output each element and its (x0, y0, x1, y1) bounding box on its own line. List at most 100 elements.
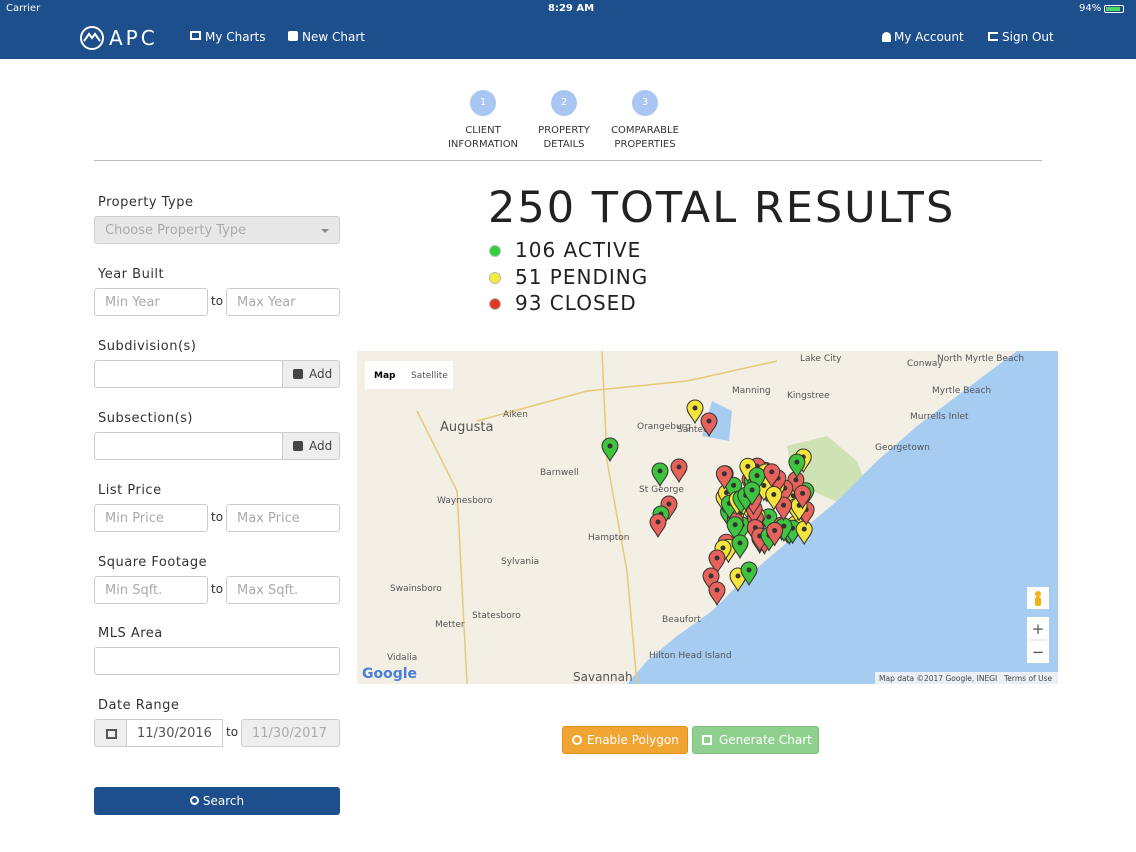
place-label: Sylvania (501, 557, 539, 567)
map-pin[interactable] (740, 561, 758, 587)
pin-dot (735, 573, 741, 579)
pin-dot (771, 492, 777, 498)
map-attribution: Map data ©2017 Google, INEGI (879, 674, 997, 683)
pin-dot (754, 473, 760, 479)
nav-link[interactable]: My Charts (205, 30, 266, 44)
map-pin[interactable] (743, 481, 761, 507)
logo-ring (80, 26, 104, 50)
status-label: 106 ACTIVE (515, 238, 642, 262)
select[interactable]: Choose Property Type (94, 216, 340, 244)
place-label: Georgetown (875, 443, 930, 453)
place-label: Statesboro (472, 611, 521, 621)
search-button[interactable]: Search (94, 787, 340, 815)
map-pin[interactable] (763, 463, 781, 488)
map-pin[interactable] (715, 465, 733, 490)
field-label: Subdivision(s) (98, 339, 197, 354)
pin-dot (657, 468, 663, 474)
pin-dot (781, 523, 787, 529)
add-button[interactable]: Add (282, 432, 340, 460)
time: 8:29 AM (548, 3, 595, 14)
nav-link[interactable]: My Account (894, 30, 964, 44)
pin-dot (655, 519, 661, 525)
pin-dot (721, 471, 727, 477)
pin-dot (692, 405, 698, 411)
step-number[interactable]: 2 (551, 90, 577, 116)
input[interactable]: 11/30/2016 (126, 719, 223, 747)
pin-dot (745, 463, 751, 469)
map-pin[interactable] (601, 437, 619, 463)
pins (601, 399, 815, 607)
navbar: APC My Charts New Chart My Account Sign … (0, 18, 1136, 59)
separator: to (226, 725, 239, 739)
action-button[interactable]: Generate Chart (692, 726, 819, 754)
status-dot (489, 245, 501, 257)
input[interactable]: 11/30/2017 (241, 719, 340, 747)
button-icon (702, 735, 712, 745)
step-number[interactable]: 1 (470, 90, 496, 116)
action-button[interactable]: Enable Polygon (562, 726, 688, 754)
map-pin[interactable] (649, 513, 667, 539)
pin-dot (676, 464, 682, 470)
place-label: North Myrtle Beach (937, 354, 1024, 364)
map-pin[interactable] (686, 399, 704, 425)
zoom-in[interactable]: + (1032, 620, 1045, 638)
place-label: Myrtle Beach (932, 386, 991, 396)
field-label: Subsection(s) (98, 411, 193, 426)
map-pin[interactable] (775, 496, 793, 522)
pin-dot (714, 555, 720, 561)
place-label: Hilton Head Island (649, 651, 732, 661)
calendar-addon[interactable] (94, 719, 127, 747)
input[interactable]: Min Sqft. (94, 576, 208, 604)
pin-dot (666, 501, 672, 507)
input[interactable] (94, 432, 283, 460)
brand[interactable]: APC (109, 26, 158, 50)
place-label: Augusta (440, 420, 493, 435)
field-label: Date Range (98, 698, 180, 713)
step-number[interactable]: 3 (632, 90, 658, 116)
signout-icon (988, 32, 998, 41)
map-pin[interactable] (708, 581, 726, 607)
pin-dot (732, 522, 738, 528)
place-label: Barnwell (540, 468, 579, 478)
pin-dot (714, 587, 720, 593)
place-label: Murrells Inlet (910, 412, 969, 422)
map-pin[interactable] (788, 453, 806, 479)
place-label: Hampton (588, 533, 630, 543)
button-text: Add (309, 439, 333, 453)
map-pin[interactable] (670, 458, 688, 484)
place-label: Manning (732, 386, 771, 396)
input[interactable] (94, 360, 283, 388)
map-pin[interactable] (794, 484, 812, 510)
map-tab[interactable]: Satellite (411, 371, 448, 381)
map-pin[interactable] (765, 486, 783, 511)
input[interactable]: Min Year (94, 288, 208, 316)
map-pin[interactable] (651, 462, 669, 488)
input[interactable]: Max Year (226, 288, 340, 316)
input[interactable]: Max Sqft. (226, 576, 340, 604)
pin-dot (766, 514, 772, 520)
pin-dot (801, 526, 807, 532)
nav-link[interactable]: New Chart (302, 30, 365, 44)
map-pin[interactable] (766, 522, 784, 547)
map-pin[interactable] (731, 534, 749, 560)
input[interactable]: Min Price (94, 504, 208, 532)
step-label: CLIENT INFORMATION (447, 125, 519, 150)
user-icon (882, 32, 891, 42)
input[interactable]: Max Price (226, 504, 340, 532)
input[interactable] (94, 647, 340, 675)
zoom-out[interactable]: − (1032, 643, 1045, 661)
field-label: Year Built (98, 267, 165, 282)
add-button[interactable]: Add (282, 360, 340, 388)
place-label: St George (639, 485, 684, 495)
nav-link[interactable]: Sign Out (1002, 30, 1054, 44)
map-pin[interactable] (708, 549, 726, 575)
calendar-icon (106, 729, 117, 739)
map-pin[interactable] (726, 516, 744, 541)
map-pin[interactable] (700, 412, 718, 438)
terms-link[interactable]: Terms of Use (1003, 674, 1052, 683)
logo-icon (80, 26, 104, 50)
map-tab[interactable]: Map (374, 371, 396, 381)
pin-dot (737, 540, 743, 546)
